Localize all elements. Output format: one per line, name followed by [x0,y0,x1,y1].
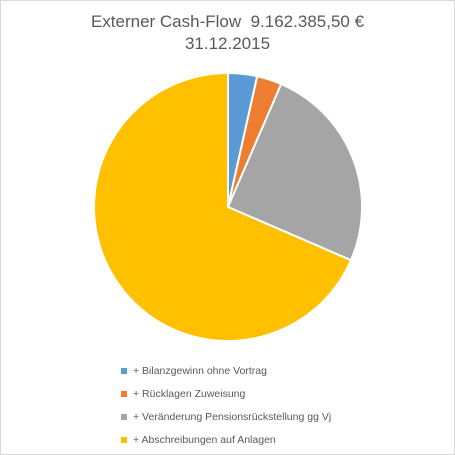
legend-item-pensionsrueckstellung: + Veränderung Pensionsrückstellung gg Vj [121,405,331,428]
legend: + Bilanzgewinn ohne Vortrag + Rücklagen … [121,359,331,451]
legend-item-ruecklagen: + Rücklagen Zuweisung [121,382,331,405]
legend-swatch [121,367,127,374]
legend-swatch [121,436,127,443]
chart-subtitle: 31.12.2015 [184,34,271,53]
legend-item-bilanzgewinn: + Bilanzgewinn ohne Vortrag [121,359,331,382]
legend-swatch [121,390,127,397]
legend-label: + Bilanzgewinn ohne Vortrag [133,364,267,377]
legend-label: + Rücklagen Zuweisung [133,387,246,400]
chart-title: Externer Cash-Flow 9.162.385,50 € [90,12,365,31]
legend-label: + Abschreibungen auf Anlagen [133,433,276,446]
legend-item-abschreibungen: + Abschreibungen auf Anlagen [121,428,331,451]
chart-title-block: Externer Cash-Flow 9.162.385,50 € 31.12.… [1,11,454,55]
legend-swatch [121,413,127,420]
legend-label: + Veränderung Pensionsrückstellung gg Vj [133,410,332,423]
pie-slice-2 [226,82,363,262]
pie-slice-3 [93,71,353,342]
